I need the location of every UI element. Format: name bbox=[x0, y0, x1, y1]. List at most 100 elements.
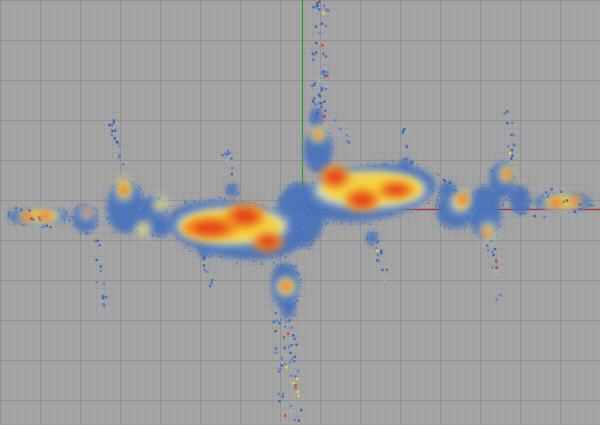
density-edge-dot bbox=[366, 238, 368, 241]
scatter-point bbox=[495, 298, 499, 301]
density-edge-dot bbox=[8, 212, 10, 215]
density-edge-dot bbox=[496, 196, 499, 199]
scatter-point bbox=[346, 139, 349, 143]
scatter-point bbox=[279, 367, 282, 371]
density-edge-dot bbox=[367, 232, 370, 235]
scatter-point bbox=[290, 374, 293, 377]
scatter-point bbox=[277, 393, 280, 396]
density-edge-dot bbox=[205, 250, 208, 252]
density-edge-dot bbox=[469, 217, 472, 219]
density-edge-dot bbox=[489, 170, 492, 173]
density-edge-dot bbox=[306, 143, 309, 145]
density-edge-dot bbox=[12, 219, 15, 222]
density-edge-dot bbox=[178, 232, 181, 234]
density-edge-dot bbox=[320, 217, 323, 220]
density-edge-dot bbox=[455, 193, 458, 195]
density-edge-dot bbox=[471, 213, 473, 215]
density-edge-dot bbox=[497, 200, 499, 202]
scatter-point bbox=[118, 145, 121, 148]
density-edge-dot bbox=[493, 189, 495, 192]
scatter-point bbox=[313, 82, 317, 85]
scatter-point bbox=[42, 225, 45, 229]
density-edge-dot bbox=[139, 185, 141, 187]
density-edge-dot bbox=[429, 187, 431, 189]
density-edge-dot bbox=[573, 192, 575, 195]
density-edge-dot bbox=[509, 195, 511, 198]
density-edge-dot bbox=[11, 215, 13, 217]
density-edge-dot bbox=[212, 246, 214, 249]
scatter-point bbox=[405, 157, 408, 160]
scatter-point bbox=[492, 253, 495, 257]
density-edge-dot bbox=[474, 196, 477, 198]
density-edge-dot bbox=[438, 174, 440, 176]
density-edge-dot bbox=[472, 222, 475, 224]
scatter-point bbox=[401, 130, 405, 133]
density-edge-dot bbox=[304, 241, 306, 244]
density-edge-dot bbox=[143, 198, 145, 200]
density-core-inner bbox=[550, 200, 562, 206]
density-edge-dot bbox=[505, 198, 507, 201]
scatter-point bbox=[323, 115, 327, 118]
scatter-point bbox=[104, 296, 108, 299]
scatter-point bbox=[202, 257, 205, 261]
scatter-point bbox=[280, 364, 283, 367]
density-edge-dot bbox=[444, 184, 447, 187]
scatter-point bbox=[226, 149, 230, 153]
density-edge-dot bbox=[139, 208, 141, 210]
density-edge-dot bbox=[141, 191, 144, 193]
density-edge-dot bbox=[309, 197, 312, 200]
density-edge-dot bbox=[502, 216, 505, 218]
density-region bbox=[304, 128, 332, 172]
density-edge-dot bbox=[8, 211, 10, 213]
density-edge-dot bbox=[236, 262, 238, 264]
density-edge-dot bbox=[233, 198, 235, 201]
density-edge-dot bbox=[163, 221, 166, 224]
density-edge-dot bbox=[138, 185, 140, 188]
density-edge-dot bbox=[521, 212, 524, 214]
density-edge-dot bbox=[318, 229, 320, 231]
density-edge-dot bbox=[279, 208, 281, 210]
density-edge-dot bbox=[190, 202, 193, 205]
density-edge-dot bbox=[499, 197, 501, 199]
scatter-point bbox=[297, 419, 301, 422]
density-edge-dot bbox=[157, 197, 160, 200]
density-edge-dot bbox=[75, 207, 78, 210]
density-edge-dot bbox=[286, 191, 288, 194]
density-edge-dot bbox=[298, 234, 300, 237]
density-edge-dot bbox=[441, 197, 444, 199]
density-edge-dot bbox=[310, 121, 313, 123]
density-edge-dot bbox=[168, 216, 170, 219]
scatter-point bbox=[292, 334, 295, 337]
density-edge-dot bbox=[519, 187, 521, 189]
density-edge-dot bbox=[436, 217, 439, 219]
density-edge-dot bbox=[315, 194, 317, 197]
density-edge-dot bbox=[329, 132, 331, 135]
scatter-point bbox=[32, 218, 35, 222]
density-edge-dot bbox=[585, 195, 587, 197]
density-edge-dot bbox=[58, 208, 60, 211]
density-edge-dot bbox=[592, 205, 595, 207]
density-edge-dot bbox=[314, 170, 316, 172]
density-edge-dot bbox=[234, 195, 236, 198]
density-edge-dot bbox=[529, 197, 532, 200]
density-edge-dot bbox=[206, 204, 208, 207]
density-edge-dot bbox=[144, 197, 146, 200]
density-edge-dot bbox=[366, 169, 368, 171]
density-edge-dot bbox=[112, 186, 114, 188]
density-edge-dot bbox=[208, 255, 210, 258]
density-edge-dot bbox=[145, 198, 148, 201]
density-edge-dot bbox=[165, 217, 168, 219]
scatter-point bbox=[452, 188, 456, 192]
scatter-point bbox=[295, 343, 298, 346]
density-edge-dot bbox=[275, 266, 277, 268]
density-edge-dot bbox=[285, 235, 287, 237]
density-edge-dot bbox=[369, 223, 371, 226]
density-edge-dot bbox=[311, 110, 314, 112]
scatter-point bbox=[562, 200, 566, 203]
density-edge-dot bbox=[548, 193, 551, 195]
density-edge-dot bbox=[271, 283, 274, 286]
density-edge-dot bbox=[295, 266, 297, 268]
scatter-point bbox=[573, 210, 576, 213]
density-edge-dot bbox=[464, 223, 467, 225]
scatter-point bbox=[376, 253, 380, 257]
